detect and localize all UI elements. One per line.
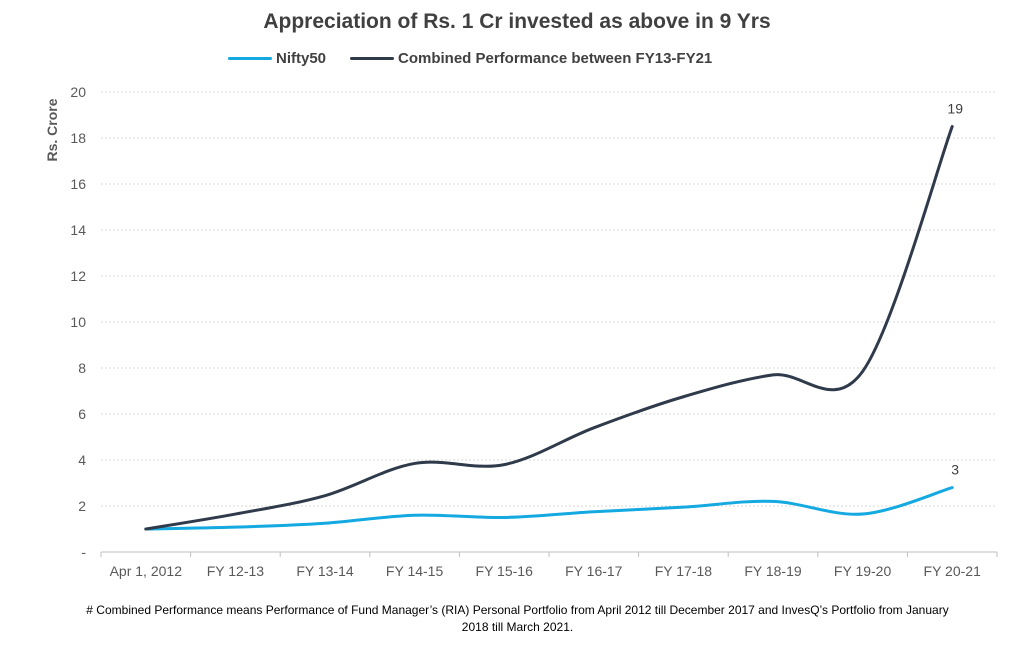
y-tick-label: 20	[70, 84, 86, 100]
y-axis-label: Rs. Crore	[44, 98, 60, 161]
y-tick-label: 6	[78, 406, 86, 422]
legend-label-combined: Combined Performance between FY13-FY21	[398, 50, 713, 67]
legend-item-combined: Combined Performance between FY13-FY21	[350, 50, 712, 67]
x-tick-label: FY 15-16	[476, 563, 534, 579]
x-tick-label: FY 18-19	[744, 563, 802, 579]
legend-swatch-nifty50	[228, 57, 272, 60]
legend-item-nifty50: Nifty50	[228, 50, 326, 67]
x-tick-label: FY 14-15	[386, 563, 444, 579]
y-tick-label: -	[81, 544, 86, 560]
x-tick-label: FY 13-14	[296, 563, 354, 579]
series-line-combined	[144, 125, 954, 531]
x-axis: Apr 1, 2012 FY 12-13 FY 13-14 FY 14-15 FY 15…	[100, 551, 998, 579]
y-axis: - 2 4 6 8 10 12 14 16 18 20	[70, 84, 86, 560]
y-tick-label: 2	[78, 498, 86, 514]
gridlines	[101, 91, 997, 507]
chart-title: Appreciation of Rs. 1 Cr invested as abo…	[263, 10, 771, 33]
x-tick-label: FY 19-20	[834, 563, 892, 579]
line-chart: - 2 4 6 8 10 12 14 16 18 20 Apr 1, 2012 FY 12-13 FY …	[44, 84, 998, 579]
x-tick-label: FY 16-17	[565, 563, 623, 579]
footnote-line-2: 2018 till March 2021.	[461, 620, 574, 634]
x-tick-label: Apr 1, 2012	[110, 563, 183, 579]
y-tick-label: 18	[70, 130, 86, 146]
legend-swatch-combined	[350, 57, 394, 60]
y-tick-label: 16	[70, 176, 86, 192]
y-tick-label: 10	[70, 314, 86, 330]
series-lines	[144, 125, 954, 531]
end-label-combined: 19	[947, 101, 963, 117]
y-tick-label: 12	[70, 268, 86, 284]
x-tick-label: FY 12-13	[207, 563, 265, 579]
legend: Nifty50 Combined Performance between FY1…	[0, 50, 1034, 70]
footnote: # Combined Performance means Performance…	[30, 602, 1005, 636]
y-tick-label: 14	[70, 222, 86, 238]
series-line-nifty50	[144, 486, 954, 531]
legend-label-nifty50: Nifty50	[276, 50, 327, 67]
footnote-line-1: # Combined Performance means Performance…	[86, 603, 949, 617]
x-tick-label: FY 20-21	[924, 563, 982, 579]
data-labels: 3 19	[947, 101, 963, 478]
end-label-nifty50: 3	[951, 462, 959, 478]
y-tick-label: 4	[78, 452, 86, 468]
x-tick-label: FY 17-18	[655, 563, 713, 579]
y-tick-label: 8	[78, 360, 86, 376]
